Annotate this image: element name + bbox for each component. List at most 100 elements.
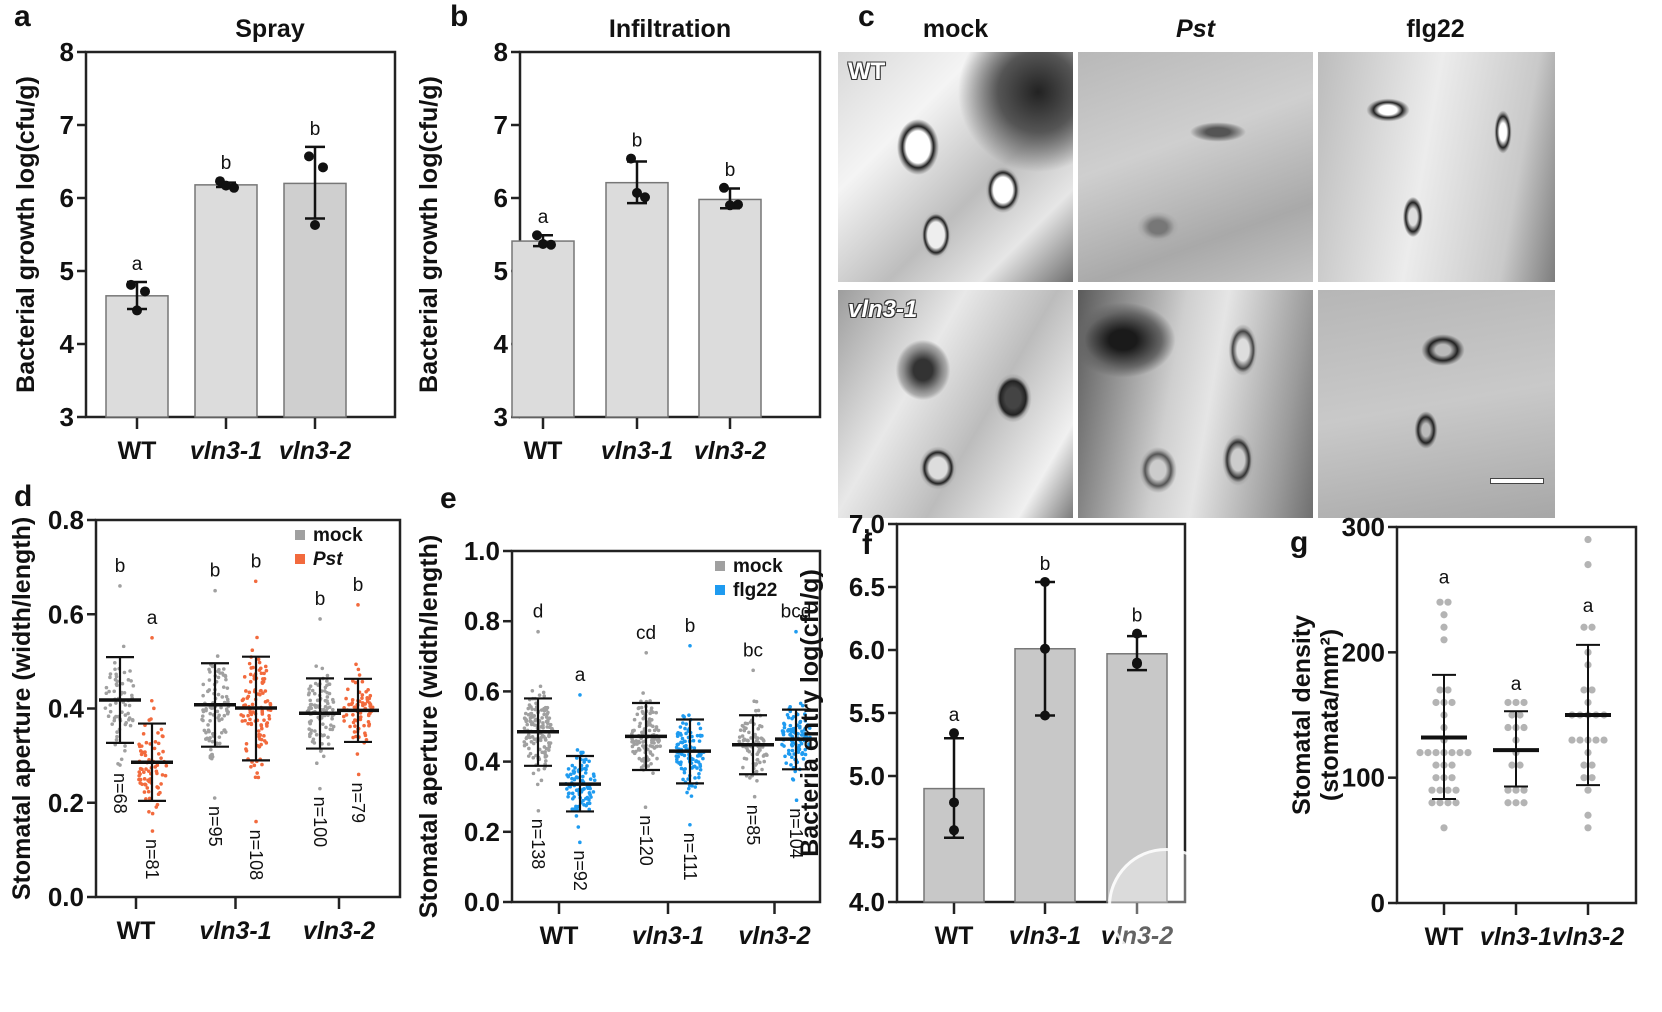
data-point xyxy=(130,718,135,722)
data-point xyxy=(698,764,703,769)
data-point xyxy=(256,657,261,662)
data-point xyxy=(267,713,271,718)
data-point xyxy=(786,751,791,756)
panel-letter-c: c xyxy=(858,0,875,33)
data-point xyxy=(528,751,533,756)
data-point xyxy=(260,681,265,685)
data-point xyxy=(631,728,635,733)
data-point xyxy=(1504,698,1512,707)
legend-swatch xyxy=(715,585,725,595)
x-tick-label: vln3-2 xyxy=(303,917,375,945)
data-point xyxy=(126,678,131,682)
data-point xyxy=(108,703,113,707)
data-point xyxy=(640,758,644,763)
data-point xyxy=(156,792,161,797)
data-point xyxy=(634,749,638,754)
data-point xyxy=(764,752,768,757)
data-point xyxy=(748,776,752,780)
y-axis-label: Bacterial growth log(cfu/g) xyxy=(12,76,40,393)
data-point xyxy=(115,679,119,684)
data-point xyxy=(128,669,132,673)
data-point xyxy=(1512,786,1520,794)
data-point xyxy=(260,710,265,715)
data-point xyxy=(566,794,570,799)
data-point xyxy=(682,715,686,719)
data-point xyxy=(108,672,113,676)
data-point xyxy=(313,729,317,733)
data-point xyxy=(356,667,361,672)
data-point xyxy=(575,748,580,752)
data-point xyxy=(153,740,158,744)
data-point xyxy=(252,763,257,768)
data-point xyxy=(547,716,552,720)
data-point xyxy=(356,603,360,607)
data-point xyxy=(801,757,806,761)
data-point xyxy=(241,714,246,718)
data-point xyxy=(1600,736,1608,744)
data-point xyxy=(118,584,122,588)
data-point xyxy=(363,731,367,735)
data-point xyxy=(106,714,111,719)
data-point xyxy=(156,731,160,735)
data-point xyxy=(531,755,536,760)
legend-label: flg22 xyxy=(733,580,777,601)
data-point xyxy=(149,698,154,703)
data-point xyxy=(798,725,802,730)
data-point xyxy=(1440,636,1448,644)
data-point xyxy=(679,740,683,745)
data-point xyxy=(649,718,654,722)
data-point xyxy=(152,746,157,751)
legend-label: Pst xyxy=(313,549,343,570)
data-point xyxy=(150,829,155,833)
data-point xyxy=(268,702,273,707)
data-point xyxy=(160,773,165,777)
data-point xyxy=(161,749,165,754)
sample-size-label: n=138 xyxy=(528,819,548,870)
data-point xyxy=(545,725,550,729)
data-point xyxy=(635,712,640,717)
y-tick-label: 0 xyxy=(1371,888,1385,918)
data-point xyxy=(637,756,642,761)
data-point xyxy=(325,679,329,683)
data-point xyxy=(786,748,791,753)
data-point xyxy=(527,703,532,707)
data-point xyxy=(137,770,142,774)
data-point xyxy=(215,709,220,714)
data-point xyxy=(260,726,264,731)
data-point xyxy=(565,773,569,777)
data-point xyxy=(324,725,328,730)
data-point xyxy=(752,699,756,704)
data-point xyxy=(788,723,793,728)
data-point xyxy=(141,750,145,755)
sample-size-label: n=95 xyxy=(205,806,225,847)
data-point xyxy=(690,766,694,770)
data-point xyxy=(1520,698,1528,707)
data-point xyxy=(636,748,641,752)
data-point xyxy=(314,704,319,708)
data-point xyxy=(538,238,548,249)
data-point xyxy=(249,666,254,670)
data-point xyxy=(691,757,695,762)
data-point xyxy=(674,745,679,750)
data-point xyxy=(1444,686,1452,694)
y-axis-label: Bacterial growth log(cfu/g) xyxy=(415,76,443,393)
data-point xyxy=(756,708,761,713)
data-point xyxy=(1508,711,1516,719)
data-point xyxy=(536,629,540,634)
data-point xyxy=(1444,799,1452,807)
y-tick-label: 0.6 xyxy=(48,599,84,629)
data-point xyxy=(688,643,692,648)
data-point xyxy=(570,791,575,796)
significance-letter: b xyxy=(1132,606,1143,627)
data-point xyxy=(1504,799,1512,807)
data-point xyxy=(253,579,258,584)
data-point xyxy=(1132,628,1142,639)
data-point xyxy=(353,718,357,722)
chart-e: 0.0 0.2 0.4 0.6 0.8 1.0 WT vln3-1 vln3-2 Stomatal… xyxy=(415,535,822,950)
data-point xyxy=(528,716,533,720)
data-point xyxy=(696,721,701,726)
data-point xyxy=(798,701,803,706)
data-point xyxy=(155,785,159,789)
data-point xyxy=(318,786,322,791)
data-point xyxy=(201,693,205,698)
